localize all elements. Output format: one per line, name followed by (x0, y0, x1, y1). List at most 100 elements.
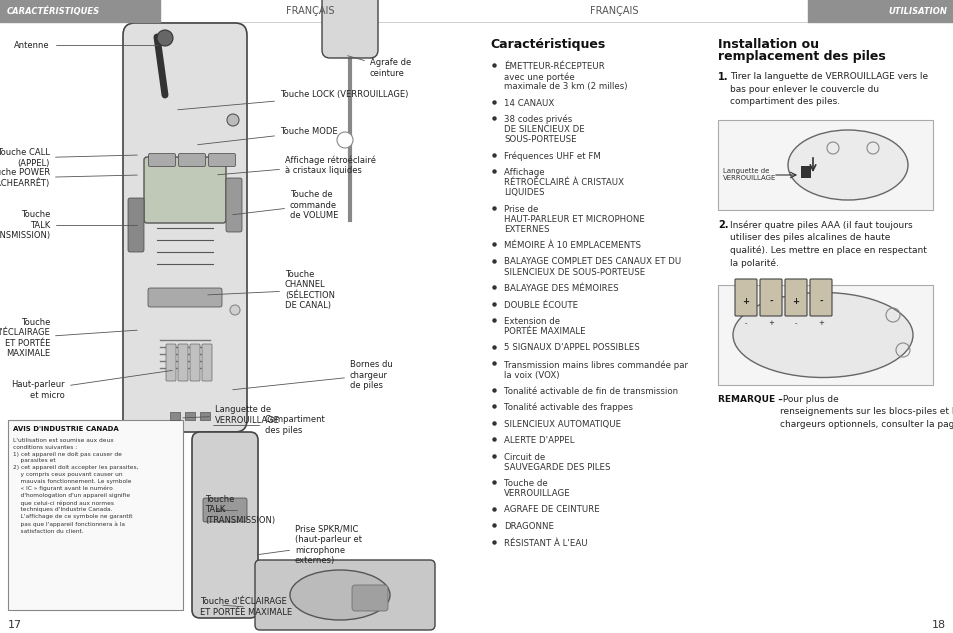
Text: Bornes du
chargeur
de piles: Bornes du chargeur de piles (233, 360, 393, 390)
Text: Touche MODE: Touche MODE (197, 127, 337, 145)
Text: maximale de 3 km (2 milles): maximale de 3 km (2 milles) (503, 82, 627, 91)
FancyBboxPatch shape (123, 23, 247, 432)
Text: BALAYAGE DES MÉMOIRES: BALAYAGE DES MÉMOIRES (503, 284, 618, 293)
Text: Touche
TALK
(TRANSMISSION): Touche TALK (TRANSMISSION) (205, 495, 274, 525)
Text: Tonalité activable des frappes: Tonalité activable des frappes (503, 403, 633, 413)
Bar (170, 412, 180, 420)
Text: Compartiment
des piles: Compartiment des piles (213, 415, 325, 435)
Text: SAUVEGARDE DES PILES: SAUVEGARDE DES PILES (503, 463, 610, 472)
Text: Affichage: Affichage (503, 168, 547, 177)
Text: L'utilisation est soumise aux deux
conditions suivantes :
1) cet appareil ne doi: L'utilisation est soumise aux deux condi… (13, 438, 138, 534)
Text: Installation ou: Installation ou (718, 38, 818, 51)
FancyBboxPatch shape (166, 344, 175, 381)
Circle shape (230, 305, 240, 315)
FancyBboxPatch shape (784, 279, 806, 316)
Text: DOUBLE ÉCOUTE: DOUBLE ÉCOUTE (503, 301, 578, 310)
FancyBboxPatch shape (178, 344, 188, 381)
Text: +: + (818, 320, 823, 326)
FancyBboxPatch shape (203, 498, 247, 522)
Text: +: + (792, 296, 799, 306)
Ellipse shape (787, 130, 907, 200)
Text: Fréquences UHF et FM: Fréquences UHF et FM (503, 151, 600, 161)
Text: remplacement des piles: remplacement des piles (718, 50, 884, 63)
Text: CARACTÉRISTIQUES: CARACTÉRISTIQUES (7, 6, 100, 16)
Text: Touche LOCK (VERROUILLAGE): Touche LOCK (VERROUILLAGE) (177, 91, 408, 110)
Text: +: + (767, 320, 773, 326)
Text: Affichage rétroéclairé
à cristaux liquides: Affichage rétroéclairé à cristaux liquid… (217, 155, 375, 175)
Bar (0, 0, 160, 22)
FancyBboxPatch shape (718, 285, 932, 385)
Bar (185, 412, 194, 420)
Text: 1.: 1. (718, 72, 728, 82)
Ellipse shape (290, 570, 390, 620)
FancyBboxPatch shape (202, 344, 212, 381)
FancyBboxPatch shape (178, 153, 205, 166)
FancyBboxPatch shape (734, 279, 757, 316)
Text: DE SILENCIEUX DE: DE SILENCIEUX DE (503, 125, 584, 134)
Text: -: - (819, 296, 821, 306)
Text: REMARQUE –: REMARQUE – (718, 395, 781, 404)
Text: Touche
d'ÉCLAIRAGE
ET PORTÉE
MAXIMALE: Touche d'ÉCLAIRAGE ET PORTÉE MAXIMALE (0, 318, 137, 358)
Text: Touche POWER
(MARCHEARRÊT): Touche POWER (MARCHEARRÊT) (0, 168, 137, 188)
Text: Haut-parleur
et micro: Haut-parleur et micro (11, 370, 172, 399)
Text: BALAYAGE COMPLET DES CANAUX ET DU
SILENCIEUX DE SOUS-PORTEUSE: BALAYAGE COMPLET DES CANAUX ET DU SILENC… (503, 258, 680, 277)
Text: Agrafe de
ceinture: Agrafe de ceinture (347, 56, 411, 78)
FancyBboxPatch shape (190, 344, 200, 381)
FancyBboxPatch shape (226, 178, 242, 232)
Text: +: + (741, 296, 749, 306)
Text: Languette de
VERROUILLAGE: Languette de VERROUILLAGE (183, 405, 279, 425)
Circle shape (157, 30, 172, 46)
Text: LIQUIDES: LIQUIDES (503, 188, 544, 197)
Text: -: - (768, 296, 772, 306)
FancyBboxPatch shape (718, 120, 932, 210)
Text: PORTÉE MAXIMALE: PORTÉE MAXIMALE (503, 327, 585, 336)
Text: FRANÇAIS: FRANÇAIS (286, 6, 334, 16)
FancyBboxPatch shape (209, 153, 235, 166)
Text: Tirer la languette de VERROUILLAGE vers le
bas pour enlever le couvercle du
comp: Tirer la languette de VERROUILLAGE vers … (729, 72, 927, 106)
FancyBboxPatch shape (254, 560, 435, 630)
Text: 18: 18 (931, 620, 945, 630)
Text: SOUS-PORTEUSE: SOUS-PORTEUSE (503, 135, 576, 144)
Text: Transmission mains libres commandée par
la voix (VOX): Transmission mains libres commandée par … (503, 360, 687, 380)
Text: 14 CANAUX: 14 CANAUX (503, 99, 554, 108)
Text: Pour plus de
renseignements sur les blocs-piles et les
chargeurs optionnels, con: Pour plus de renseignements sur les bloc… (780, 395, 953, 429)
Text: Touche
TALK
(TRANSMISSION): Touche TALK (TRANSMISSION) (0, 210, 137, 240)
Text: 2.: 2. (718, 220, 728, 230)
Text: HAUT-PARLEUR ET MICROPHONE: HAUT-PARLEUR ET MICROPHONE (503, 215, 644, 223)
Text: DRAGONNE: DRAGONNE (503, 522, 554, 531)
FancyBboxPatch shape (809, 279, 831, 316)
Text: Circuit de: Circuit de (503, 453, 547, 461)
Text: 5 SIGNAUX D'APPEL POSSIBLES: 5 SIGNAUX D'APPEL POSSIBLES (503, 344, 639, 353)
Text: Touche CALL
(APPEL): Touche CALL (APPEL) (0, 148, 137, 168)
FancyBboxPatch shape (352, 585, 388, 611)
Text: RÉSISTANT À L'EAU: RÉSISTANT À L'EAU (503, 539, 587, 548)
Text: Caractéristiques: Caractéristiques (490, 38, 604, 51)
Bar (8, 420, 183, 610)
Text: Antenne: Antenne (14, 41, 158, 49)
Text: Prise de: Prise de (503, 204, 540, 213)
Text: AVIS D'INDUSTRIE CANADA: AVIS D'INDUSTRIE CANADA (13, 426, 118, 432)
FancyBboxPatch shape (148, 288, 222, 307)
Text: VERROUILLAGE: VERROUILLAGE (503, 489, 570, 498)
Text: Talk: Talk (214, 508, 225, 513)
Text: Extension de: Extension de (503, 317, 562, 326)
Text: ÉMETTEUR-RÉCEPTEUR: ÉMETTEUR-RÉCEPTEUR (503, 62, 604, 71)
FancyBboxPatch shape (322, 0, 377, 58)
Text: SILENCIEUX AUTOMATIQUE: SILENCIEUX AUTOMATIQUE (503, 420, 620, 429)
Text: EXTERNES: EXTERNES (503, 225, 549, 234)
FancyBboxPatch shape (760, 279, 781, 316)
Text: avec une portée: avec une portée (503, 72, 574, 82)
Text: Tonalité activable de fin de transmission: Tonalité activable de fin de transmissio… (503, 387, 678, 396)
Text: 17: 17 (8, 620, 22, 630)
Text: -: - (744, 320, 746, 326)
Text: Languette de
VERROUILLAGE: Languette de VERROUILLAGE (722, 168, 776, 182)
Text: AGRAFE DE CEINTURE: AGRAFE DE CEINTURE (503, 506, 599, 515)
Text: Touche
CHANNEL
(SÉLECTION
DE CANAL): Touche CHANNEL (SÉLECTION DE CANAL) (208, 270, 335, 310)
Text: Touche de: Touche de (503, 479, 550, 488)
FancyBboxPatch shape (149, 153, 175, 166)
Bar (807, 0, 953, 22)
Text: Prise SPKR/MIC
(haut-parleur et
microphone
externes): Prise SPKR/MIC (haut-parleur et micropho… (257, 525, 361, 565)
FancyBboxPatch shape (144, 157, 226, 223)
Text: FRANÇAIS: FRANÇAIS (589, 6, 638, 16)
Text: RÉTROÉCLAIRÉ À CRISTAUX: RÉTROÉCLAIRÉ À CRISTAUX (503, 178, 623, 187)
